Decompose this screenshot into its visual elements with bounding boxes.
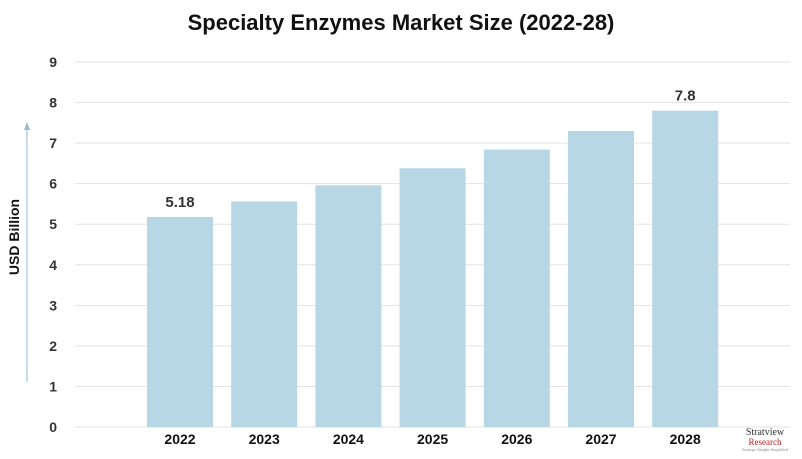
- bar-2022: [147, 216, 213, 427]
- bar-2025: [399, 168, 466, 427]
- y-tick-label: 0: [49, 419, 57, 435]
- bar-2024: [315, 185, 382, 427]
- data-label-2022: 5.18: [165, 194, 194, 211]
- logo-sub: Research: [748, 437, 782, 447]
- y-tick-label: 1: [49, 378, 57, 394]
- bar-2026: [483, 149, 550, 427]
- bar-2027: [568, 130, 634, 427]
- data-labels: 5.18 7.8: [165, 88, 695, 211]
- data-label-2028: 7.8: [675, 88, 696, 105]
- x-tick-label: 2027: [585, 431, 616, 447]
- logo-tagline: Strategic Insights Simplified: [742, 447, 788, 452]
- y-tick-label: 2: [49, 338, 57, 354]
- y-tick-label: 3: [49, 297, 57, 313]
- y-tick-label: 7: [49, 135, 57, 151]
- x-tick-label: 2025: [417, 431, 448, 447]
- x-tick-label: 2028: [670, 431, 701, 447]
- stratview-logo: Stratview Research Strategic Insights Si…: [734, 428, 796, 456]
- y-axis-arrowhead: [24, 122, 30, 130]
- y-tick-label: 8: [49, 95, 57, 111]
- bar-2023: [231, 201, 298, 427]
- bar-2028: [652, 110, 719, 428]
- x-tick-label: 2022: [164, 431, 195, 447]
- y-tick-label: 4: [49, 257, 57, 273]
- x-tick-label: 2023: [249, 431, 280, 447]
- y-axis-title-group: USD Billion: [6, 122, 30, 382]
- chart-title: Specialty Enzymes Market Size (2022-28): [187, 10, 615, 35]
- y-axis-title: USD Billion: [6, 199, 22, 275]
- y-tick-label: 6: [49, 176, 57, 192]
- x-tick-labels: 2022 2023 2024 2025 2026 2027 2028: [164, 431, 701, 447]
- x-tick-label: 2026: [501, 431, 532, 447]
- logo-name: Stratview: [745, 427, 785, 438]
- y-tick-labels: 0 1 2 3 4 5 6 7 8 9: [49, 54, 57, 435]
- bars: [147, 110, 719, 428]
- y-tick-label: 5: [49, 216, 57, 232]
- y-tick-label: 9: [49, 54, 57, 70]
- x-tick-label: 2024: [333, 431, 364, 447]
